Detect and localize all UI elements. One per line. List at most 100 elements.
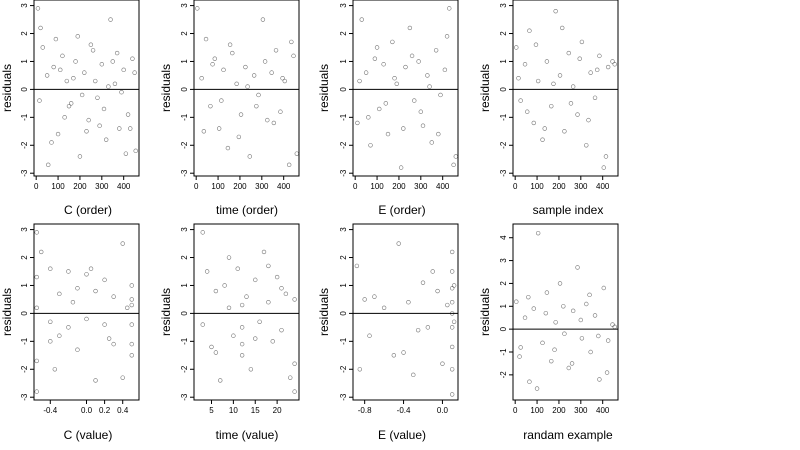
y-tick-label: -1 — [499, 348, 508, 356]
x-tick-label: 0.4 — [117, 406, 129, 415]
x-tick-label: 200 — [552, 182, 566, 191]
data-point — [216, 126, 222, 131]
data-point — [569, 361, 575, 366]
data-point — [238, 112, 244, 117]
y-tick-label: -2 — [339, 365, 348, 373]
data-point — [34, 389, 39, 394]
data-point — [562, 129, 567, 134]
x-tick-label: 20 — [273, 406, 282, 415]
data-point — [355, 120, 360, 126]
data-point — [239, 302, 245, 308]
data-point — [551, 81, 556, 87]
data-point — [549, 103, 554, 109]
data-point — [111, 294, 116, 299]
data-point — [420, 280, 426, 285]
y-tick-label: 1 — [339, 59, 348, 64]
y-tick-label: 3 — [180, 227, 189, 232]
data-point — [381, 305, 387, 311]
y-tick-label: -1 — [339, 113, 348, 121]
x-tick-label: 300 — [255, 182, 269, 191]
y-tick-label: 2 — [20, 255, 29, 260]
data-point — [125, 305, 130, 311]
x-tick-label: 5 — [209, 406, 214, 415]
data-point — [128, 126, 133, 131]
data-point — [57, 291, 62, 297]
x-tick-label: 400 — [277, 182, 291, 191]
data-point — [66, 269, 71, 274]
data-point — [108, 17, 113, 22]
data-point — [111, 341, 116, 347]
data-point — [70, 300, 76, 305]
data-point — [236, 134, 242, 140]
data-point — [575, 112, 580, 117]
data-point — [535, 230, 541, 236]
data-point — [549, 358, 554, 364]
data-point — [234, 81, 239, 87]
data-point — [283, 291, 289, 297]
data-point — [367, 333, 372, 338]
data-point — [62, 115, 67, 120]
data-point — [368, 143, 373, 148]
data-point — [49, 140, 54, 145]
data-point — [34, 358, 39, 364]
data-point — [226, 255, 232, 260]
data-point — [34, 274, 39, 280]
panel-time-value-frame — [193, 223, 300, 401]
panel-random-example-frame — [512, 223, 619, 401]
panel-time-order-ylabel: residuals — [159, 64, 173, 112]
y-tick-label: -1 — [180, 337, 189, 345]
data-point — [442, 67, 448, 73]
data-point — [292, 361, 297, 366]
data-point — [130, 56, 135, 61]
panel-c-order-points — [35, 6, 138, 168]
data-point — [584, 143, 589, 148]
data-point — [46, 162, 51, 168]
x-tick-label: 200 — [233, 182, 247, 191]
data-point — [120, 375, 125, 380]
data-point — [596, 333, 601, 339]
x-tick-label: -0.8 — [358, 406, 372, 415]
data-point — [412, 98, 417, 103]
x-tick-label: 300 — [574, 406, 588, 415]
data-point — [279, 286, 284, 291]
data-point — [77, 154, 83, 159]
data-point — [579, 39, 585, 45]
data-point — [247, 154, 252, 159]
data-point — [239, 353, 245, 358]
data-point — [235, 266, 240, 271]
x-tick-label: 15 — [251, 406, 260, 415]
y-tick-label: 0 — [180, 311, 189, 316]
data-point — [597, 377, 602, 382]
y-tick-label: 2 — [499, 31, 508, 36]
x-tick-label: 100 — [530, 182, 544, 191]
y-tick-label: -1 — [499, 113, 508, 121]
data-point — [203, 36, 209, 42]
data-point — [451, 283, 457, 288]
data-point — [588, 70, 593, 75]
data-point — [398, 165, 404, 170]
data-point — [279, 327, 284, 333]
data-point — [265, 117, 270, 123]
x-tick-label: 100 — [211, 182, 225, 191]
data-point — [97, 123, 102, 128]
y-tick-label: 1 — [339, 283, 348, 288]
data-point — [119, 89, 124, 95]
data-point — [102, 277, 107, 283]
x-tick-label: 100 — [51, 182, 65, 191]
y-tick-label: 3 — [339, 3, 348, 8]
data-point — [286, 162, 292, 168]
x-tick-label: 300 — [95, 182, 109, 191]
data-point — [34, 230, 39, 235]
data-point — [101, 106, 107, 112]
data-point — [123, 151, 129, 156]
data-point — [68, 101, 74, 106]
data-point — [383, 101, 389, 106]
data-point — [225, 145, 231, 151]
y-tick-label: 0 — [20, 87, 29, 92]
data-point — [79, 92, 85, 98]
panel-random-example: randam example residuals 0 100 200 300 400 -2… — [478, 223, 619, 442]
data-point — [557, 73, 563, 78]
data-point — [209, 344, 214, 350]
data-point — [93, 288, 98, 294]
y-tick-label: -2 — [20, 141, 29, 149]
